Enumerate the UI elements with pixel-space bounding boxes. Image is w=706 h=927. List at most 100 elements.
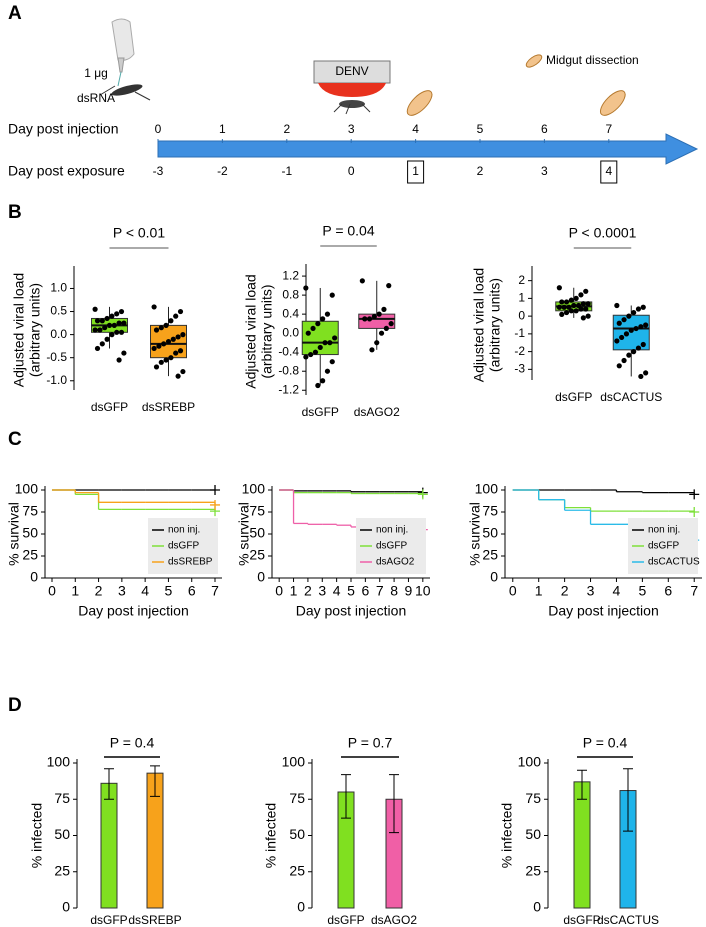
censor-mark (210, 485, 221, 495)
y-tick-label: 0.8 (282, 287, 299, 301)
day-label: 2 (477, 164, 484, 178)
y-tick-label: 25 (249, 547, 265, 563)
data-point (173, 313, 179, 319)
data-point (163, 357, 169, 363)
x-axis-label: Day post injection (548, 603, 659, 619)
y-tick-label: 50 (54, 826, 70, 842)
data-point (175, 373, 181, 379)
y-tick-label: -0.8 (278, 363, 299, 377)
data-point (621, 317, 627, 323)
data-point (628, 327, 634, 333)
data-point (563, 309, 570, 316)
legend-label: non inj. (648, 525, 680, 536)
data-point (116, 320, 122, 326)
panel-label: A (8, 3, 22, 24)
data-point (585, 301, 591, 307)
y-axis-label: Adjusted viral load (243, 274, 259, 388)
data-point (614, 338, 620, 344)
data-point (104, 336, 110, 342)
data-point (640, 341, 646, 348)
y-tick-label: 0 (533, 899, 541, 915)
data-point (322, 340, 328, 346)
data-point (388, 321, 394, 327)
legend-label: dsGFP (376, 541, 407, 552)
data-point (369, 347, 375, 353)
data-point (559, 311, 565, 317)
x-tick-label: 6 (361, 583, 369, 599)
data-point (619, 334, 625, 341)
y-tick-label: 0 (257, 569, 265, 585)
data-point (175, 334, 181, 340)
y-tick-label: -1 (514, 326, 525, 340)
data-point (616, 363, 622, 369)
error-bar (577, 769, 587, 800)
y-axis-label: % infected (263, 803, 279, 868)
x-tick-label: 6 (188, 583, 196, 599)
data-point (303, 354, 309, 360)
p-value: P = 0.04 (322, 223, 375, 239)
data-point (312, 349, 319, 355)
x-tick-label: 8 (390, 583, 398, 599)
data-point (386, 282, 392, 289)
data-point (97, 327, 103, 333)
midgut-icon (406, 90, 433, 116)
data-point (329, 359, 335, 365)
data-point (315, 382, 321, 389)
y-tick-label: 25 (22, 547, 38, 563)
x-tick-label: 7 (690, 583, 698, 599)
censor-mark (210, 499, 221, 510)
day-label: 4 (412, 122, 419, 136)
y-tick-label: 0.5 (50, 304, 67, 318)
data-point (168, 355, 174, 361)
y-tick-label: 75 (482, 503, 498, 519)
x-tick-label: 6 (664, 583, 672, 599)
y-tick-label: 50 (289, 826, 305, 842)
x-tick-label: 4 (333, 583, 341, 599)
data-point (635, 345, 642, 351)
data-point (320, 316, 326, 322)
data-point (308, 351, 314, 358)
y-tick-label: 0 (518, 308, 525, 322)
legend-label: dsCACTUS (648, 557, 700, 568)
data-point (315, 321, 321, 327)
data-point (102, 325, 108, 331)
day-label: 2 (283, 122, 290, 136)
x-tick-label: 5 (638, 583, 646, 599)
y-tick-label: 1.0 (50, 281, 67, 295)
x-tick-label: dsGFP (327, 913, 364, 927)
data-point (173, 350, 179, 356)
data-point (163, 322, 169, 328)
data-point (359, 278, 365, 284)
data-point (170, 336, 176, 342)
x-tick-label: 7 (376, 583, 384, 599)
syringe-icon (99, 18, 151, 101)
data-point (578, 306, 584, 312)
x-tick-label: 1 (535, 583, 543, 599)
data-point (118, 308, 125, 315)
y-tick-label: 100 (47, 754, 71, 770)
data-point (114, 311, 120, 317)
x-tick-label: 4 (613, 583, 621, 599)
legend-label: dsGFP (168, 541, 199, 552)
day-label: -1 (281, 164, 292, 178)
day-label: 4 (605, 164, 612, 178)
p-value: P = 0.4 (583, 735, 628, 751)
data-point (324, 311, 331, 317)
x-tick-label: dsCACTUS (600, 390, 662, 404)
data-point (571, 302, 577, 309)
data-point (640, 304, 646, 310)
data-point (99, 318, 105, 324)
data-point (180, 368, 186, 375)
agent-text: dsRNA (77, 91, 115, 105)
p-value: P = 0.7 (348, 735, 393, 751)
x-tick-label: 0 (509, 583, 517, 599)
data-point (643, 370, 649, 376)
day-label: 5 (477, 122, 484, 136)
row-label: Day post injection (8, 121, 119, 137)
x-axis-label: Day post injection (296, 603, 407, 619)
x-tick-label: 3 (318, 583, 326, 599)
data-point (631, 349, 637, 355)
p-value: P = 0.4 (110, 735, 155, 751)
dose-text: 1 μg (84, 66, 108, 80)
